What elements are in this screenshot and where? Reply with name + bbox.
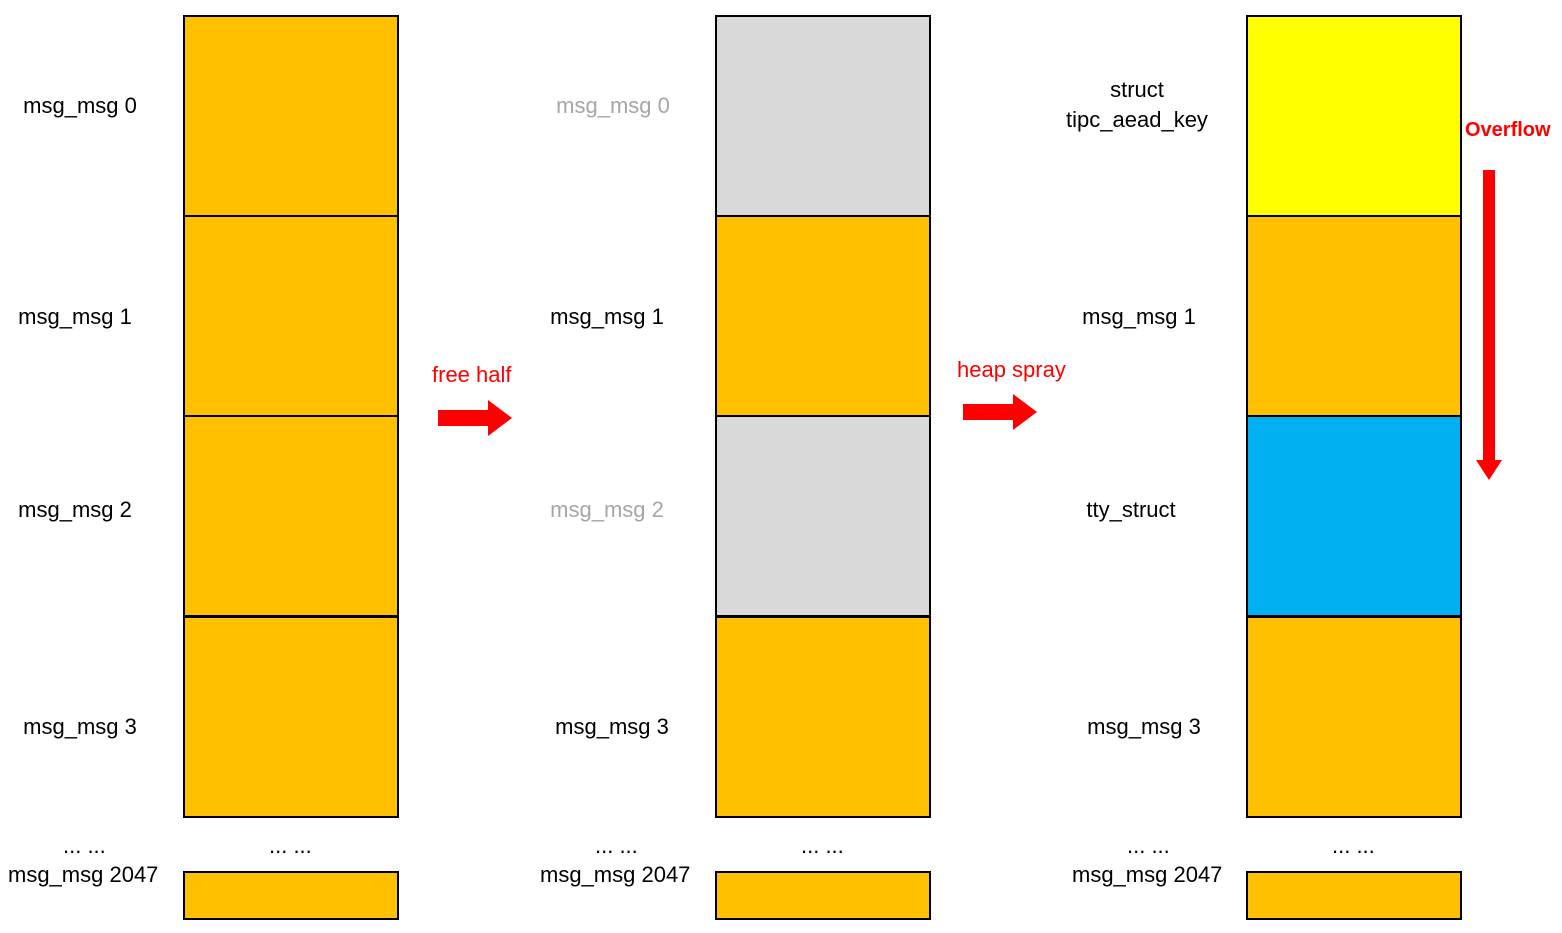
stage3-ellipsis-left: ... ... bbox=[1127, 833, 1170, 858]
stage1-label-3: msg_msg 3 bbox=[23, 714, 137, 739]
stage2-block-2 bbox=[715, 415, 931, 617]
stage3-label-msg1: msg_msg 1 bbox=[1082, 304, 1196, 329]
stage1-last-label: msg_msg 2047 bbox=[8, 862, 159, 887]
stage3-block-last bbox=[1246, 871, 1462, 920]
heap-spray-arrow-icon bbox=[963, 394, 1037, 430]
stage2-label-2: msg_msg 2 bbox=[550, 497, 664, 522]
stage2-ellipsis-block: ... ... bbox=[801, 833, 844, 858]
overflow-arrow-icon bbox=[1476, 170, 1502, 480]
stage1-block-2 bbox=[183, 415, 399, 617]
stage2-block-3 bbox=[715, 616, 931, 818]
stage2-block-last bbox=[715, 871, 931, 920]
stage3-label-tty: tty_struct bbox=[1086, 497, 1176, 522]
overflow-label: Overflow bbox=[1465, 119, 1551, 141]
stage2-label-3: msg_msg 3 bbox=[555, 714, 669, 739]
stage1-block-last bbox=[183, 871, 399, 920]
stage3-ellipsis-block: ... ... bbox=[1332, 833, 1375, 858]
stage1-ellipsis-left: ... ... bbox=[63, 833, 106, 858]
stage1-block-3 bbox=[183, 616, 399, 818]
stage1-label-0: msg_msg 0 bbox=[23, 93, 137, 118]
stage3-label-msg3: msg_msg 3 bbox=[1087, 714, 1201, 739]
stage2-block-1 bbox=[715, 215, 931, 417]
stage1-block-1 bbox=[183, 215, 399, 417]
stage3-block-msg3 bbox=[1246, 616, 1462, 818]
stage1-ellipsis-block: ... ... bbox=[269, 833, 312, 858]
stage1-block-0 bbox=[183, 15, 399, 217]
stage3-block-msg1 bbox=[1246, 215, 1462, 417]
stage3-block-tipc-aead-key bbox=[1246, 15, 1462, 217]
stage3-key-label-line2: tipc_aead_key bbox=[1066, 107, 1208, 132]
stage3-key-label-line1: struct bbox=[1110, 77, 1164, 102]
stage2-last-label: msg_msg 2047 bbox=[540, 862, 691, 887]
stage1-label-1: msg_msg 1 bbox=[18, 304, 132, 329]
stage1-label-2: msg_msg 2 bbox=[18, 497, 132, 522]
stage2-label-0: msg_msg 0 bbox=[556, 93, 670, 118]
free-half-arrow-icon bbox=[438, 400, 512, 436]
free-half-label: free half bbox=[432, 362, 512, 387]
heap-spray-label: heap spray bbox=[957, 357, 1066, 382]
stage3-last-label: msg_msg 2047 bbox=[1072, 862, 1223, 887]
stage2-ellipsis-left: ... ... bbox=[595, 833, 638, 858]
stage2-label-1: msg_msg 1 bbox=[550, 304, 664, 329]
stage2-block-0 bbox=[715, 15, 931, 217]
stage3-block-tty-struct bbox=[1246, 415, 1462, 617]
